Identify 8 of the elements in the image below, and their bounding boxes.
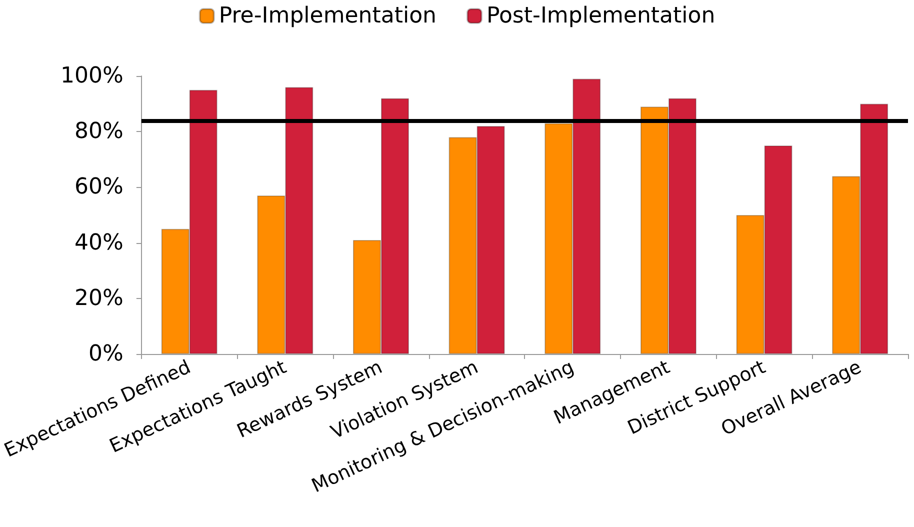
- legend-label: Pre-Implementation: [218, 4, 436, 28]
- legend-label: Post-Implementation: [486, 4, 716, 28]
- y-tick-label: 80%: [74, 119, 124, 144]
- y-tick-label: 20%: [74, 286, 124, 311]
- y-tick-label: 0%: [88, 342, 124, 366]
- y-tick-label: 40%: [74, 230, 124, 256]
- y-tick-label: 100%: [60, 64, 124, 88]
- y-tick-label: 60%: [74, 174, 124, 200]
